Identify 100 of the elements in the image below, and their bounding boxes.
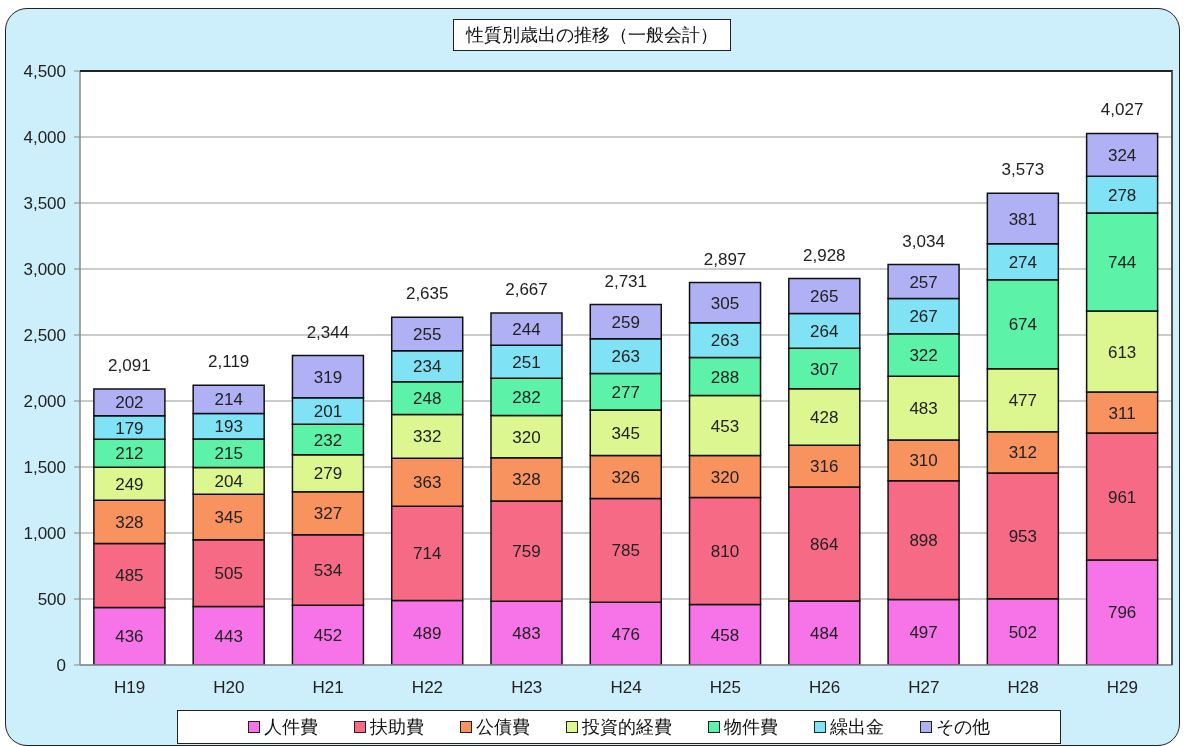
data-label: 326: [611, 468, 640, 488]
data-label: 436: [115, 627, 144, 647]
data-label: 288: [710, 367, 740, 387]
data-label: 502: [1008, 622, 1038, 642]
data-label: 810: [710, 542, 740, 562]
total-label: 2,091: [108, 355, 151, 375]
data-label: 476: [611, 624, 640, 644]
x-tick-label: H26: [808, 678, 841, 698]
data-label: 305: [710, 293, 740, 313]
data-label: 345: [611, 423, 640, 443]
data-label: 307: [810, 359, 839, 379]
data-label: 613: [1107, 342, 1137, 362]
total-label: 2,344: [306, 322, 350, 342]
data-label: 204: [214, 471, 243, 491]
data-label: 759: [512, 542, 541, 562]
data-label: 263: [710, 331, 740, 351]
data-label: 744: [1107, 253, 1137, 273]
data-label: 179: [115, 418, 144, 438]
y-tick-label: 3,500: [23, 194, 66, 214]
data-label: 316: [810, 457, 839, 477]
data-label: 961: [1107, 487, 1137, 507]
total-label: 2,667: [505, 279, 548, 299]
x-tick-label: H27: [908, 678, 940, 698]
y-tick-label: 500: [37, 590, 66, 610]
data-label: 264: [810, 321, 839, 341]
data-label: 898: [909, 531, 938, 551]
legend-label: 繰出金: [830, 716, 884, 739]
data-label: 263: [611, 347, 640, 367]
data-label: 212: [115, 444, 144, 464]
data-label: 310: [909, 451, 938, 471]
data-label: 267: [909, 307, 938, 327]
data-label: 785: [611, 541, 640, 561]
chart-title: 性質別歳出の推移（一般会計）: [453, 19, 731, 51]
data-label: 327: [313, 504, 343, 524]
data-label: 274: [1008, 252, 1038, 272]
data-label: 363: [413, 473, 442, 493]
data-label: 452: [313, 626, 343, 646]
data-label: 320: [710, 467, 740, 487]
data-label: 320: [512, 427, 541, 447]
data-label: 497: [909, 623, 938, 643]
total-label: 2,928: [803, 245, 846, 265]
data-label: 282: [512, 387, 541, 407]
x-tick-label: H21: [312, 678, 344, 698]
data-label: 214: [214, 390, 243, 410]
x-tick-label: H22: [411, 678, 444, 698]
data-label: 255: [413, 325, 442, 345]
data-label: 248: [413, 389, 442, 409]
data-label: 201: [313, 402, 343, 421]
data-label: 443: [214, 626, 243, 646]
data-label: 483: [512, 624, 541, 644]
data-label: 328: [115, 512, 144, 532]
data-label: 265: [810, 287, 839, 307]
legend-label: その他: [936, 716, 990, 739]
data-label: 277: [611, 382, 640, 402]
data-label: 674: [1008, 315, 1038, 335]
legend-label: 人件費: [264, 716, 318, 739]
data-label: 311: [1108, 403, 1136, 423]
data-label: 477: [1008, 391, 1038, 411]
data-label: 864: [810, 535, 839, 555]
x-tick-label: H20: [213, 678, 245, 698]
total-label: 3,573: [1001, 160, 1045, 180]
data-label: 796: [1107, 603, 1137, 623]
x-tick-label: H25: [709, 678, 741, 698]
data-label: 534: [313, 561, 343, 581]
data-label: 322: [909, 345, 938, 365]
data-label: 381: [1008, 209, 1038, 229]
data-label: 202: [115, 393, 144, 413]
data-label: 312: [1008, 443, 1038, 463]
data-label: 215: [214, 444, 243, 464]
data-label: 484: [810, 624, 839, 644]
total-label: 2,731: [604, 271, 648, 291]
x-tick-label: H24: [610, 678, 642, 698]
total-label: 4,027: [1100, 100, 1144, 120]
x-tick-label: H23: [511, 678, 543, 698]
data-label: 257: [909, 272, 938, 292]
legend-label: 扶助費: [370, 716, 424, 739]
data-label: 453: [710, 416, 740, 436]
data-label: 714: [413, 544, 442, 564]
data-label: 505: [214, 564, 243, 584]
x-tick-label: H28: [1007, 678, 1039, 698]
data-label: 279: [313, 464, 343, 484]
total-label: 2,897: [703, 249, 747, 269]
legend-label: 公債費: [476, 716, 530, 739]
legend-label: 物件費: [724, 716, 778, 739]
data-label: 458: [710, 625, 740, 645]
data-label: 234: [413, 357, 442, 377]
data-label: 489: [413, 623, 442, 643]
data-label: 319: [313, 367, 343, 387]
y-tick-label: 0: [56, 656, 66, 676]
data-label: 328: [512, 470, 541, 490]
data-label: 278: [1107, 185, 1137, 205]
total-label: 3,034: [902, 231, 945, 251]
data-label: 324: [1107, 145, 1137, 165]
total-label: 2,119: [208, 352, 250, 372]
data-label: 345: [214, 508, 243, 528]
y-tick-label: 2,000: [23, 392, 66, 412]
data-label: 249: [115, 474, 144, 494]
data-label: 244: [512, 320, 541, 340]
y-tick-label: 2,500: [23, 326, 66, 346]
y-tick-label: 1,500: [23, 458, 66, 478]
